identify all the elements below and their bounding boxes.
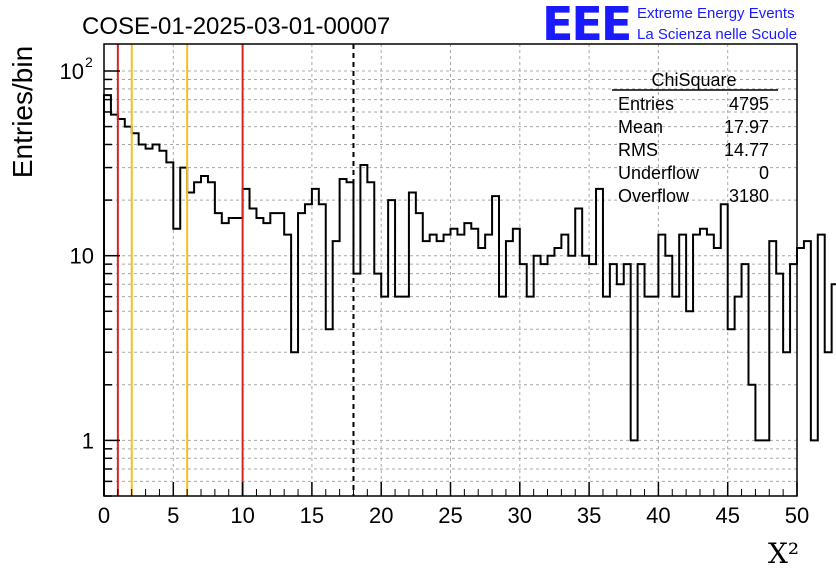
x-tick-label: 20 — [369, 503, 393, 528]
x-tick-label: 5 — [167, 503, 179, 528]
stats-value: 0 — [759, 163, 769, 183]
stats-label: RMS — [618, 140, 658, 160]
x-tick-label: 50 — [785, 503, 809, 528]
logo-mark: EEE — [542, 0, 630, 51]
grid-lines — [104, 44, 797, 497]
x-tick-label: 15 — [300, 503, 324, 528]
marker-lines — [116, 44, 355, 496]
x-tick-label: 25 — [438, 503, 462, 528]
stats-label: Underflow — [618, 163, 700, 183]
stats-value: 4795 — [729, 94, 769, 114]
stats-box: ChiSquare Entries 4795 Mean 17.97 RMS 14.77 Un… — [612, 70, 778, 206]
y-tick-label: 10 — [70, 244, 94, 269]
x-tick-label: 0 — [98, 503, 110, 528]
logo-line-2: La Scienza nelle Scuole — [637, 26, 797, 43]
x-axis-label: X² — [768, 537, 799, 570]
stats-value: 3180 — [729, 186, 769, 206]
y-tick-exponent: 2 — [85, 54, 93, 70]
x-tick-label: 35 — [577, 503, 601, 528]
x-tick-label: 30 — [508, 503, 532, 528]
stats-label: Overflow — [618, 186, 690, 206]
logo-line-1: Extreme Energy Events — [637, 5, 795, 22]
stats-label: Entries — [618, 94, 674, 114]
stats-title: ChiSquare — [651, 70, 736, 90]
y-tick-label: 10 — [60, 59, 84, 84]
y-tick-label: 1 — [82, 428, 94, 453]
x-tick-label: 40 — [646, 503, 670, 528]
x-tick-label: 10 — [230, 503, 254, 528]
y-axis-label: Entries/bin — [7, 46, 38, 178]
eee-logo: EEE Extreme Energy Events La Scienza nel… — [542, 0, 797, 51]
chart-title: COSE-01-2025-03-01-00007 — [82, 13, 390, 40]
stats-value: 14.77 — [724, 140, 769, 160]
x-tick-label: 45 — [715, 503, 739, 528]
stats-label: Mean — [618, 117, 663, 137]
stats-value: 17.97 — [724, 117, 769, 137]
